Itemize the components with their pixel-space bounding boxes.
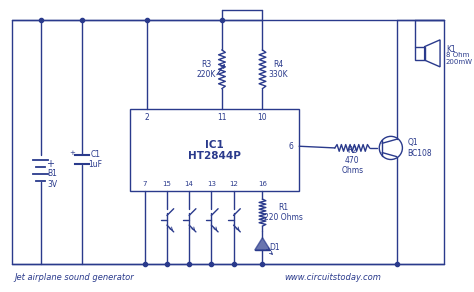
Text: Jet airplane sound generator: Jet airplane sound generator	[15, 273, 134, 282]
Text: 14: 14	[185, 181, 193, 187]
Text: www.circuitstoday.com: www.circuitstoday.com	[285, 273, 382, 282]
Text: 6: 6	[289, 142, 293, 151]
Text: R1
220 Ohms: R1 220 Ohms	[264, 203, 303, 222]
Text: Q1
BC108: Q1 BC108	[407, 138, 432, 158]
Text: 15: 15	[163, 181, 172, 187]
Text: K1: K1	[446, 45, 456, 54]
Bar	[415, 47, 425, 60]
Text: R2
470
Ohms: R2 470 Ohms	[341, 146, 363, 175]
Text: 10: 10	[258, 112, 267, 121]
Text: B1
3V: B1 3V	[47, 169, 57, 189]
Text: 7: 7	[143, 181, 147, 187]
Polygon shape	[255, 238, 270, 250]
Text: 11: 11	[217, 112, 227, 121]
Text: 13: 13	[207, 181, 216, 187]
Bar	[130, 109, 299, 191]
Text: +: +	[69, 150, 75, 156]
Text: R3
220K: R3 220K	[197, 60, 216, 79]
Text: 2: 2	[144, 112, 149, 121]
Text: C1
1uF: C1 1uF	[89, 150, 102, 169]
Text: IC1
HT2844P: IC1 HT2844P	[188, 140, 241, 161]
Text: 8 Ohm
200mW: 8 Ohm 200mW	[446, 52, 473, 65]
Text: 16: 16	[258, 181, 267, 187]
Text: D1: D1	[270, 243, 280, 252]
Text: R4
330K: R4 330K	[268, 60, 288, 79]
Text: +: +	[46, 159, 54, 169]
Text: 12: 12	[229, 181, 238, 187]
